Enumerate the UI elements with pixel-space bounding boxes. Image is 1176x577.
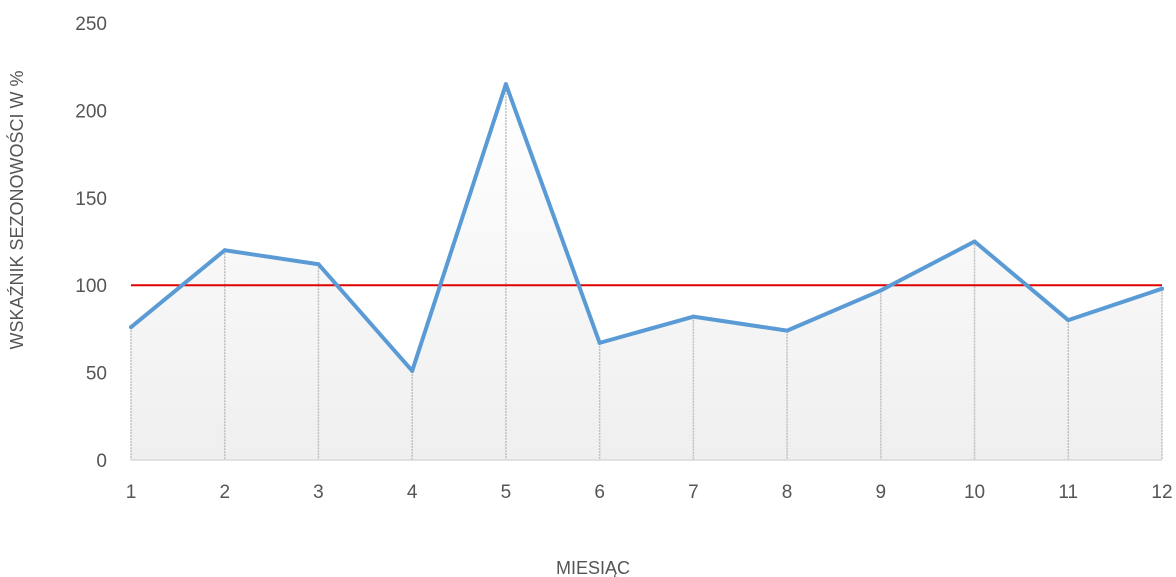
y-axis-title: WSKAŹNIK SEZONOWOŚCI W %	[6, 70, 27, 349]
y-tick-label: 50	[86, 364, 107, 385]
y-tick-label: 100	[75, 276, 107, 297]
y-tick-label: 0	[96, 451, 107, 472]
data-point	[785, 328, 790, 333]
plot-area-fill	[131, 84, 1162, 461]
x-tick-label: 12	[1151, 482, 1172, 503]
x-tick-label: 1	[126, 482, 137, 503]
data-point	[878, 288, 883, 293]
series-line	[129, 82, 1164, 373]
data-point	[1066, 318, 1071, 323]
data-point	[691, 314, 696, 319]
y-tick-label: 150	[75, 189, 107, 210]
x-tick-label: 8	[782, 482, 793, 503]
y-tick-label: 250	[75, 14, 107, 35]
y-tick-labels: 0 50 100 150 200 250	[75, 14, 107, 472]
x-tick-label: 5	[501, 482, 512, 503]
data-point	[972, 239, 977, 244]
y-tick-label: 200	[75, 101, 107, 122]
x-tick-label: 11	[1058, 482, 1078, 503]
x-tick-label: 10	[964, 482, 985, 503]
data-point	[597, 340, 602, 345]
x-tick-label: 4	[407, 482, 418, 503]
series-group	[129, 82, 1164, 373]
x-tick-label: 7	[688, 482, 699, 503]
x-tick-label: 9	[876, 482, 887, 503]
x-tick-labels: 1 2 3 4 5 6 7 8 9 10 11 12	[126, 482, 1173, 503]
x-tick-label: 2	[219, 482, 230, 503]
data-point	[1160, 286, 1164, 291]
x-tick-label: 6	[594, 482, 605, 503]
data-point	[316, 262, 321, 267]
data-point	[129, 325, 133, 330]
data-point	[503, 82, 508, 87]
data-point	[410, 368, 415, 373]
x-tick-label: 3	[313, 482, 324, 503]
x-axis-title: MIESIĄC	[556, 558, 630, 577]
data-point	[222, 248, 227, 253]
